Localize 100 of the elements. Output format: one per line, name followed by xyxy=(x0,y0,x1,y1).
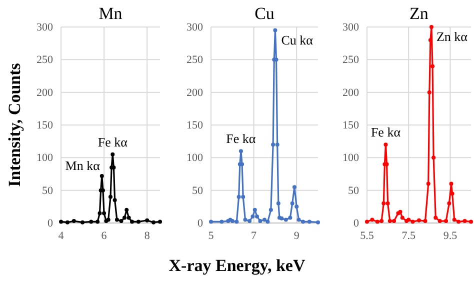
x-tick-label: 6 xyxy=(101,230,108,242)
y-axis-title: Intensity, Counts xyxy=(5,62,24,187)
point xyxy=(126,216,131,220)
point xyxy=(136,220,140,224)
point xyxy=(307,220,312,224)
point xyxy=(220,220,224,224)
point xyxy=(72,219,76,224)
y-tick-label: 250 xyxy=(342,54,360,66)
point xyxy=(100,174,104,178)
point xyxy=(447,201,452,206)
point xyxy=(365,220,369,224)
y-tick-label: 150 xyxy=(186,120,204,132)
point xyxy=(316,220,320,224)
point xyxy=(292,185,296,190)
point xyxy=(266,220,270,224)
x-tick-label: 8 xyxy=(144,230,150,242)
y-tick-label: 250 xyxy=(36,54,54,66)
x-tick-label: 9 xyxy=(294,230,300,242)
y-tick-label: 200 xyxy=(342,86,360,99)
point xyxy=(262,218,266,222)
point xyxy=(294,204,299,209)
annotation: Fe kα xyxy=(226,131,256,146)
y-tick-label: 100 xyxy=(186,152,204,164)
point xyxy=(301,220,306,224)
point xyxy=(119,219,124,224)
point xyxy=(430,64,435,68)
point xyxy=(112,198,117,202)
point xyxy=(417,218,421,222)
point xyxy=(462,219,467,224)
point xyxy=(427,90,432,94)
point xyxy=(65,220,70,224)
annotation: Fe kα xyxy=(370,124,401,140)
y-tick-label: 50 xyxy=(348,184,360,197)
point xyxy=(432,156,436,160)
point xyxy=(423,219,428,224)
point xyxy=(234,220,239,224)
point xyxy=(386,201,390,206)
point xyxy=(241,194,246,199)
point xyxy=(400,216,404,220)
point xyxy=(384,142,388,147)
point xyxy=(434,216,438,220)
point xyxy=(122,216,126,220)
point xyxy=(370,218,374,222)
point xyxy=(108,194,112,199)
point xyxy=(238,149,243,154)
point xyxy=(388,219,392,224)
point xyxy=(236,194,241,199)
point xyxy=(80,220,85,224)
x-tick-label: 7 xyxy=(251,230,258,242)
y-tick-label: 300 xyxy=(342,22,360,34)
point xyxy=(102,211,106,216)
point xyxy=(382,201,386,206)
point xyxy=(449,182,454,186)
point xyxy=(426,182,430,186)
point xyxy=(124,208,129,212)
x-tick-label: 5.5 xyxy=(360,230,374,242)
point xyxy=(296,218,301,222)
point xyxy=(110,152,115,156)
x-axis-title: X-ray Energy, keV xyxy=(168,256,306,275)
annotation: Cu kα xyxy=(281,32,314,48)
point xyxy=(273,28,278,32)
point xyxy=(438,219,442,224)
x-tick-label: 9.5 xyxy=(443,230,458,242)
chart-title: Zn xyxy=(410,4,429,23)
point xyxy=(275,142,280,147)
point xyxy=(145,218,150,222)
point xyxy=(258,219,262,224)
point xyxy=(252,208,257,212)
y-tick-label: 250 xyxy=(186,54,204,66)
point xyxy=(152,220,156,224)
point xyxy=(250,214,255,218)
point xyxy=(255,214,260,218)
point xyxy=(452,218,456,222)
point xyxy=(410,220,415,224)
point xyxy=(450,192,454,196)
annotation: Fe kα xyxy=(98,134,128,150)
y-tick-label: 100 xyxy=(342,152,360,164)
chart-title: Cu xyxy=(254,4,275,23)
y-tick-label: 50 xyxy=(42,184,54,197)
y-tick-label: 200 xyxy=(36,86,54,99)
point xyxy=(243,218,248,222)
annotation: Zn kα xyxy=(436,29,468,44)
point xyxy=(280,216,284,220)
point xyxy=(271,142,276,147)
x-tick-label: 5 xyxy=(208,230,214,242)
point xyxy=(209,220,213,224)
chart-title: Mn xyxy=(98,4,123,23)
annotation: Mn kα xyxy=(65,158,100,173)
point xyxy=(158,220,162,224)
point xyxy=(276,201,280,206)
point xyxy=(96,220,100,224)
y-tick-label: 100 xyxy=(36,152,54,164)
point xyxy=(284,218,288,222)
point xyxy=(375,220,380,224)
point xyxy=(469,220,473,224)
y-tick-label: 0 xyxy=(198,218,204,230)
point xyxy=(290,201,294,206)
point xyxy=(429,25,434,29)
y-tick-label: 0 xyxy=(354,218,360,230)
point xyxy=(114,218,119,222)
